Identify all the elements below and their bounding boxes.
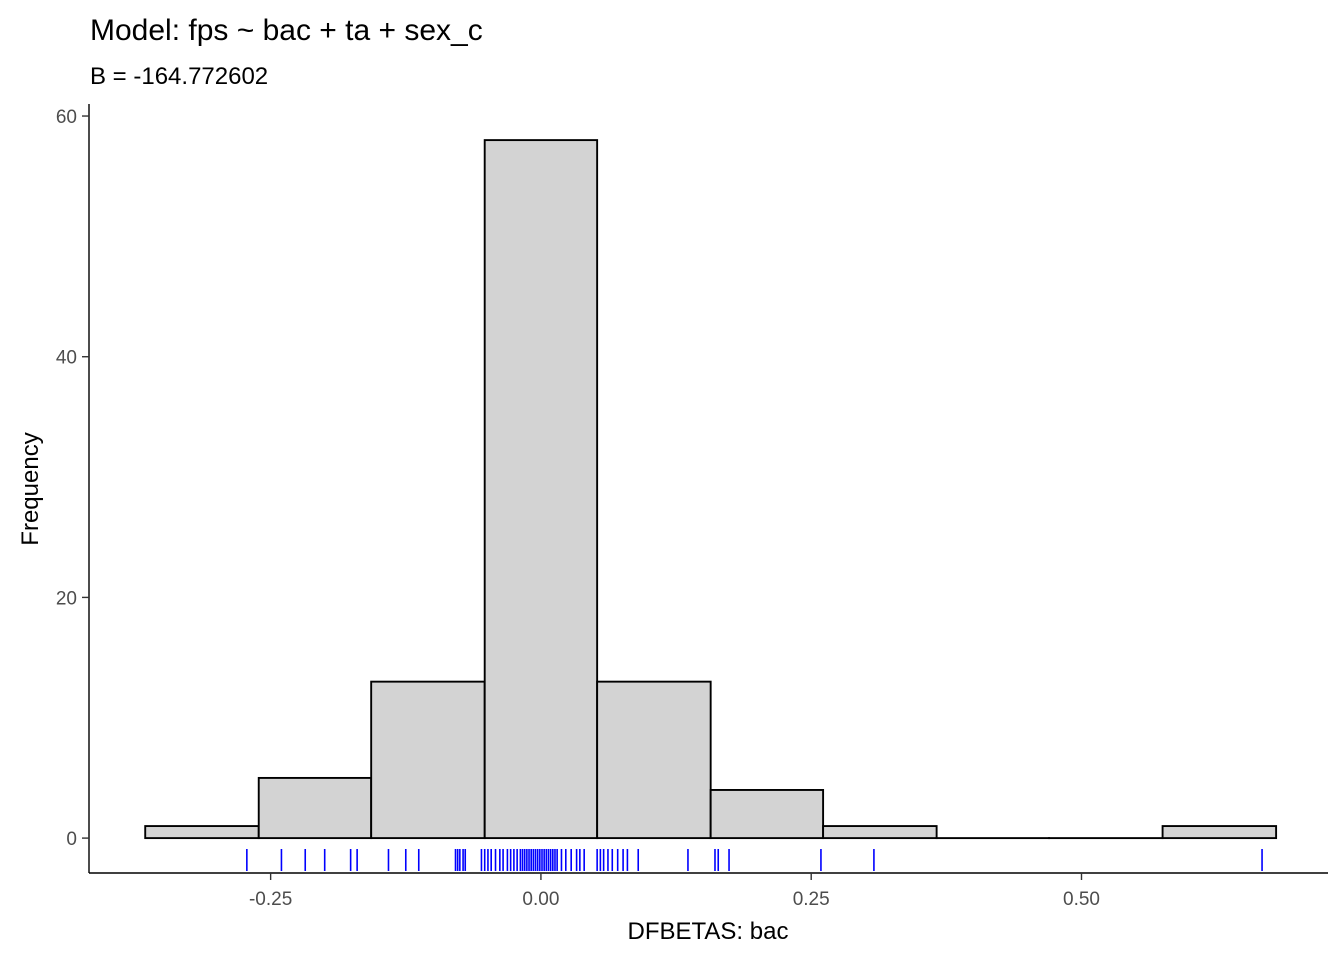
x-tick-label: -0.25 — [249, 889, 292, 910]
histogram-bar — [483, 139, 599, 840]
histogram-bars — [144, 139, 1278, 840]
x-tick-label: 0.00 — [522, 889, 559, 910]
x-tick-label: 0.50 — [1063, 889, 1100, 910]
histogram-bar — [1161, 825, 1278, 840]
y-tick-label: 20 — [56, 588, 77, 609]
y-tick-label: 40 — [56, 348, 77, 369]
rug-marks — [246, 849, 1263, 871]
x-axis-title: DFBETAS: bac — [628, 918, 789, 945]
x-tick-label: 0.25 — [793, 889, 830, 910]
y-axis-title: Frequency — [17, 432, 44, 545]
x-axis-ticks: -0.25 0.00 0.25 0.50 — [249, 873, 1100, 910]
histogram-bar — [144, 825, 260, 840]
histogram-bar — [822, 825, 938, 840]
histogram-bar — [370, 680, 486, 840]
histogram-bar — [596, 680, 712, 840]
histogram-bar — [709, 789, 825, 840]
histogram-bar — [257, 776, 373, 840]
chart-title: Model: fps ~ bac + ta + sex_c — [90, 14, 483, 47]
y-tick-label: 60 — [56, 107, 77, 128]
y-axis-ticks: 0 20 40 60 — [56, 107, 89, 850]
chart-subtitle: B = -164.772602 — [90, 63, 268, 90]
y-tick-label: 0 — [66, 829, 77, 850]
